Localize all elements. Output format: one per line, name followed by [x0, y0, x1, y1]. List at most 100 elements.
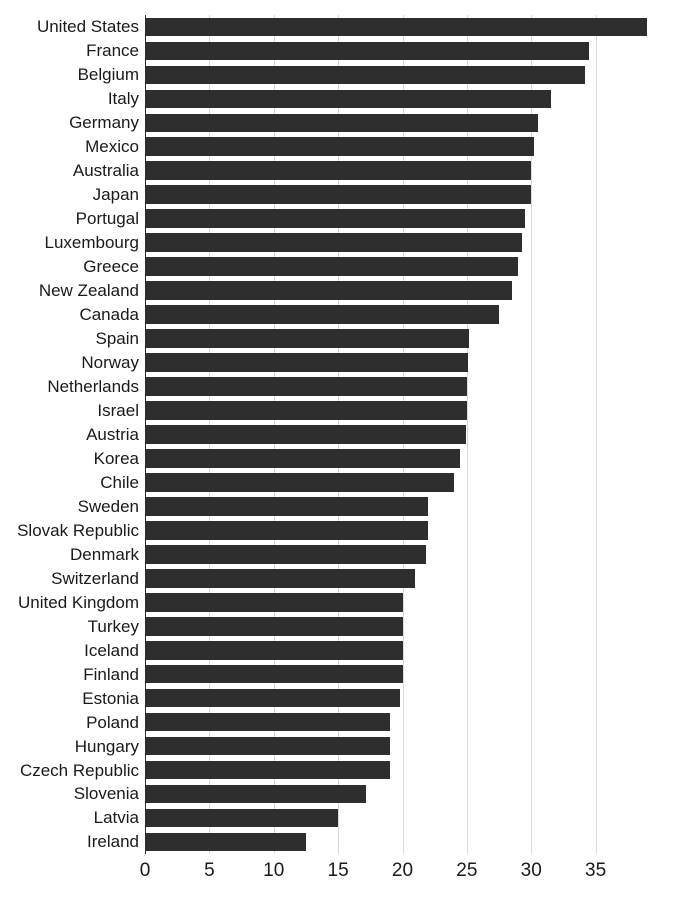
- bar-row: Chile: [145, 470, 660, 494]
- bar-chart: United StatesFranceBelgiumItalyGermanyMe…: [0, 0, 685, 899]
- x-tick-label: 5: [204, 860, 215, 882]
- bar-label: New Zealand: [39, 282, 145, 299]
- bar-label: Austria: [86, 426, 145, 443]
- bar-label: Italy: [108, 90, 145, 107]
- bar: [145, 90, 551, 109]
- bar-label: Israel: [97, 402, 145, 419]
- bar-label: Slovenia: [74, 785, 145, 802]
- bar-label: Czech Republic: [20, 762, 145, 779]
- bar-row: Slovenia: [145, 782, 660, 806]
- bar: [145, 809, 338, 828]
- bar-row: Spain: [145, 327, 660, 351]
- bar-row: Canada: [145, 303, 660, 327]
- bar-row: Estonia: [145, 686, 660, 710]
- bar: [145, 449, 460, 468]
- bar: [145, 713, 390, 732]
- bar-row: Sweden: [145, 494, 660, 518]
- bar-row: Italy: [145, 87, 660, 111]
- bar: [145, 257, 518, 276]
- bar-row: Ireland: [145, 830, 660, 854]
- bar-label: Belgium: [78, 66, 145, 83]
- bar: [145, 401, 467, 420]
- bar: [145, 545, 426, 564]
- bar-row: Australia: [145, 159, 660, 183]
- x-tick-label: 10: [263, 860, 284, 882]
- bar: [145, 833, 306, 852]
- bar-label: Latvia: [94, 809, 145, 826]
- bar-label: Chile: [100, 474, 145, 491]
- bar-label: Australia: [73, 162, 145, 179]
- bar: [145, 281, 512, 300]
- bar: [145, 593, 403, 612]
- bar-label: Sweden: [78, 498, 145, 515]
- bars-group: United StatesFranceBelgiumItalyGermanyMe…: [145, 15, 660, 854]
- bar: [145, 233, 522, 252]
- bar-label: Canada: [79, 306, 145, 323]
- bar: [145, 521, 428, 540]
- x-axis: 05101520253035: [145, 854, 660, 899]
- x-tick-label: 30: [521, 860, 542, 882]
- bar-label: Estonia: [82, 690, 145, 707]
- bar-row: Denmark: [145, 542, 660, 566]
- bar: [145, 761, 390, 780]
- bar-row: Korea: [145, 446, 660, 470]
- bar: [145, 473, 454, 492]
- bar-label: United States: [37, 18, 145, 35]
- bar-row: Austria: [145, 422, 660, 446]
- bar-label: Finland: [83, 666, 145, 683]
- bar-row: Finland: [145, 662, 660, 686]
- bar: [145, 617, 403, 636]
- x-tick-label: 20: [392, 860, 413, 882]
- bar: [145, 785, 366, 804]
- bar-label: Greece: [83, 258, 145, 275]
- bar-row: Netherlands: [145, 375, 660, 399]
- bar: [145, 569, 415, 588]
- bar-label: Germany: [69, 114, 145, 131]
- bar-label: Poland: [86, 714, 145, 731]
- bar-label: Portugal: [76, 210, 145, 227]
- plot-area: United StatesFranceBelgiumItalyGermanyMe…: [145, 15, 660, 854]
- bar-row: Mexico: [145, 135, 660, 159]
- bar: [145, 497, 428, 516]
- bar: [145, 66, 585, 85]
- bar-row: Iceland: [145, 638, 660, 662]
- bar: [145, 353, 468, 372]
- bar-label: United Kingdom: [18, 594, 145, 611]
- bar: [145, 161, 531, 180]
- bar: [145, 209, 525, 228]
- x-tick-label: 25: [456, 860, 477, 882]
- bar-row: New Zealand: [145, 279, 660, 303]
- bar-label: Iceland: [84, 642, 145, 659]
- bar-label: France: [86, 42, 145, 59]
- bar-row: Hungary: [145, 734, 660, 758]
- bar-label: Slovak Republic: [17, 522, 145, 539]
- bar: [145, 377, 467, 396]
- bar: [145, 641, 403, 660]
- bar-row: Luxembourg: [145, 231, 660, 255]
- bar-row: Japan: [145, 183, 660, 207]
- bar-label: Hungary: [75, 738, 145, 755]
- x-tick-label: 15: [328, 860, 349, 882]
- bar: [145, 737, 390, 756]
- bar: [145, 689, 400, 708]
- bar: [145, 18, 647, 37]
- bar-row: Belgium: [145, 63, 660, 87]
- bar-row: Czech Republic: [145, 758, 660, 782]
- bar: [145, 305, 499, 324]
- bar-label: Denmark: [70, 546, 145, 563]
- bar: [145, 665, 403, 684]
- bar-row: Slovak Republic: [145, 518, 660, 542]
- bar-row: United States: [145, 15, 660, 39]
- bar-row: Germany: [145, 111, 660, 135]
- bar: [145, 425, 466, 444]
- bar-label: Ireland: [87, 833, 145, 850]
- bar-label: Switzerland: [51, 570, 145, 587]
- bar-label: Mexico: [85, 138, 145, 155]
- bar-row: Turkey: [145, 614, 660, 638]
- bar-label: Turkey: [88, 618, 145, 635]
- bar-label: Luxembourg: [44, 234, 145, 251]
- bar: [145, 114, 538, 133]
- bar-row: Poland: [145, 710, 660, 734]
- bar-row: United Kingdom: [145, 590, 660, 614]
- bar-label: Norway: [81, 354, 145, 371]
